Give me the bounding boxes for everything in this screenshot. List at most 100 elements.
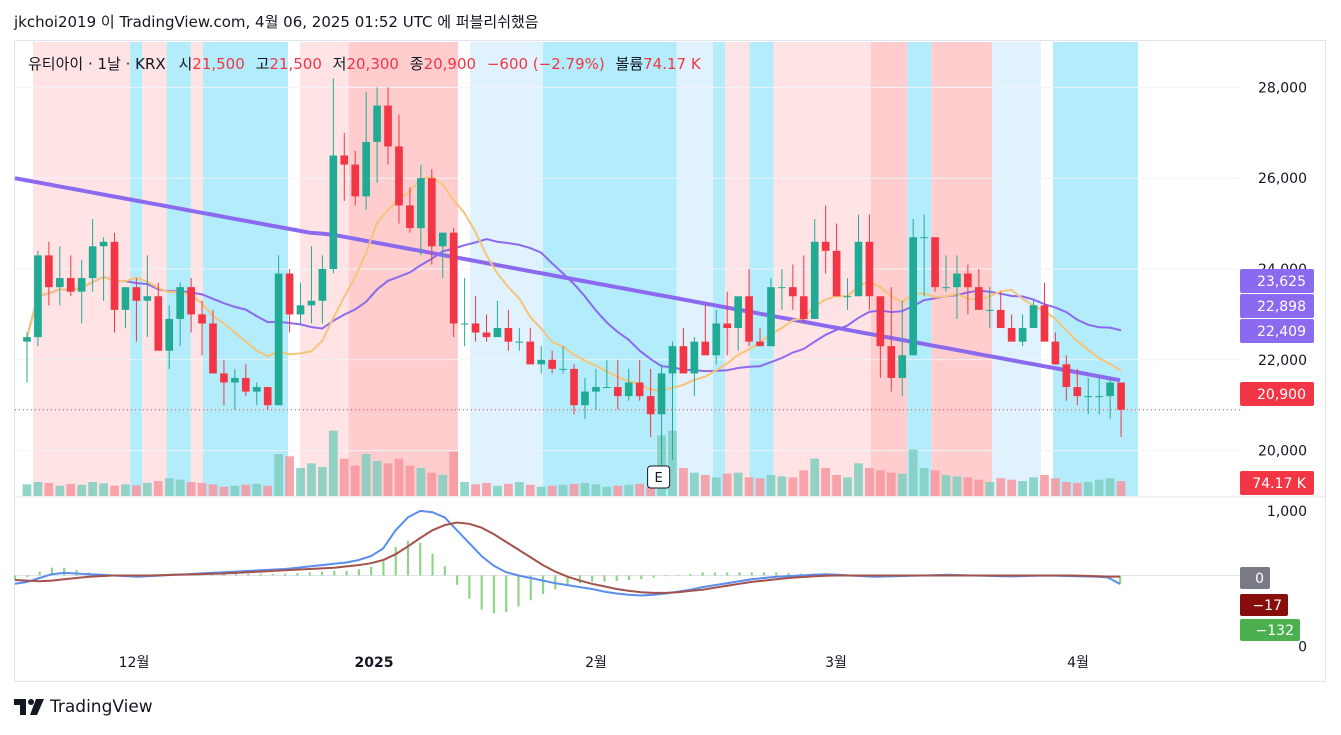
macd-hist-30 [382, 561, 385, 576]
candle-body-38 [438, 232, 447, 247]
candle-body-6 [88, 246, 97, 279]
tradingview-logo[interactable]: TradingView [14, 697, 153, 717]
candle-body-81 [909, 237, 918, 356]
macd-pane [14, 509, 1122, 614]
macd-hist-45 [566, 575, 569, 586]
volume-bar-0 [22, 484, 32, 496]
time-tick-2: 2월 [585, 655, 607, 671]
tradingview-logo-icon [14, 699, 44, 715]
volume-bar-29 [339, 458, 349, 496]
candle-body-12 [154, 296, 163, 351]
macd-label-box-2 [1240, 619, 1300, 641]
volume-bar-27 [318, 467, 327, 496]
macd-hist-47 [591, 575, 594, 582]
volume-bar-39 [449, 451, 459, 496]
candle-body-87 [975, 287, 983, 310]
macd-tick-0: 1,000 [1267, 504, 1307, 520]
candle-body-23 [274, 273, 283, 406]
candle-body-26 [307, 300, 316, 306]
volume-bar-57 [646, 486, 655, 496]
candle-body-68 [767, 287, 775, 347]
volume-bar-37 [427, 472, 437, 496]
macd-hist-55 [689, 573, 692, 576]
volume-bar-64 [722, 473, 732, 496]
candle-body-94 [1051, 341, 1060, 365]
volume-bar-88 [985, 482, 995, 496]
chart-frame[interactable] [14, 40, 1326, 682]
volume-bar-7 [99, 483, 108, 496]
volume-bar-36 [416, 468, 426, 496]
macd-hist-0 [14, 575, 17, 581]
macd-hist-26 [333, 570, 336, 576]
macd-hist-35 [443, 566, 446, 576]
volume-bar-97 [1083, 482, 1093, 496]
macd-hist-29 [370, 566, 373, 576]
candle-body-57 [646, 396, 655, 415]
macd-hist-33 [419, 542, 422, 576]
macd-hist-53 [664, 575, 667, 577]
candle-body-45 [515, 341, 524, 343]
candle-body-16 [198, 314, 206, 324]
candle-body-85 [953, 273, 961, 288]
change-value: −600 (−2.79%) [486, 55, 605, 73]
volume-bar-10 [132, 485, 141, 496]
volume-bar-68 [766, 475, 776, 496]
volume-bar-85 [952, 476, 962, 496]
macd-tick-1: 0 [1298, 639, 1307, 655]
volume-bar-12 [153, 481, 163, 496]
price-label-box-2 [1240, 319, 1314, 343]
volume-bar-26 [307, 463, 316, 496]
volume-bar-14 [175, 479, 185, 496]
candle-body-77 [865, 241, 874, 297]
volume-bar-38 [438, 475, 448, 496]
footer-brand: TradingView [50, 697, 153, 717]
candle-body-19 [231, 377, 239, 383]
time-tick-3: 3월 [825, 655, 847, 671]
volume-bar-48 [547, 485, 557, 496]
volume-bar-3 [55, 485, 65, 496]
volume-bar-30 [350, 465, 360, 496]
candle-body-36 [417, 178, 425, 229]
macd-hist-37 [468, 575, 471, 599]
volume-bar-79 [886, 472, 896, 496]
price-label-box-1 [1240, 294, 1314, 318]
macd-hist-52 [652, 575, 655, 578]
volume-bar-44 [504, 483, 513, 496]
volume-bar-89 [996, 478, 1006, 496]
volume-bar-66 [744, 477, 754, 496]
candle-body-41 [471, 323, 480, 333]
macd-hist-56 [701, 572, 704, 576]
volume-bar-35 [405, 465, 415, 496]
volume-bar-75 [843, 477, 852, 496]
macd-hist-46 [578, 575, 581, 584]
candle-body-71 [799, 296, 808, 319]
volume-bar-71 [799, 470, 809, 496]
macd-hist-90 [1119, 575, 1122, 585]
candle-body-92 [1029, 305, 1038, 329]
candle-body-4 [66, 278, 75, 292]
candle-body-74 [832, 250, 841, 297]
volume-bar-20 [241, 484, 251, 496]
candle-body-53 [603, 387, 611, 389]
macd-hist-22 [284, 573, 287, 576]
candle-body-15 [187, 287, 195, 315]
macd-hist-63 [787, 573, 790, 576]
candle-body-78 [876, 296, 885, 347]
macd-hist-1 [26, 575, 29, 578]
candle-body-39 [449, 232, 458, 324]
macd-hist-59 [738, 572, 741, 576]
candle-body-37 [427, 178, 436, 247]
price-labels: 23,625 22,898 22,409 20,900 74.17 K 0 −17 −132 [1240, 269, 1314, 641]
volume-bar-99 [1105, 478, 1115, 496]
close-value: 20,900 [423, 55, 477, 73]
candle-body-56 [635, 382, 644, 397]
macd-hist-38 [480, 575, 483, 610]
candle-body-52 [592, 387, 600, 392]
macd-hist-17 [222, 573, 225, 576]
macd-hist-20 [259, 573, 262, 576]
volume-bar-41 [471, 484, 480, 496]
grid [15, 86, 1325, 576]
time-tick-0: 12월 [119, 655, 150, 671]
